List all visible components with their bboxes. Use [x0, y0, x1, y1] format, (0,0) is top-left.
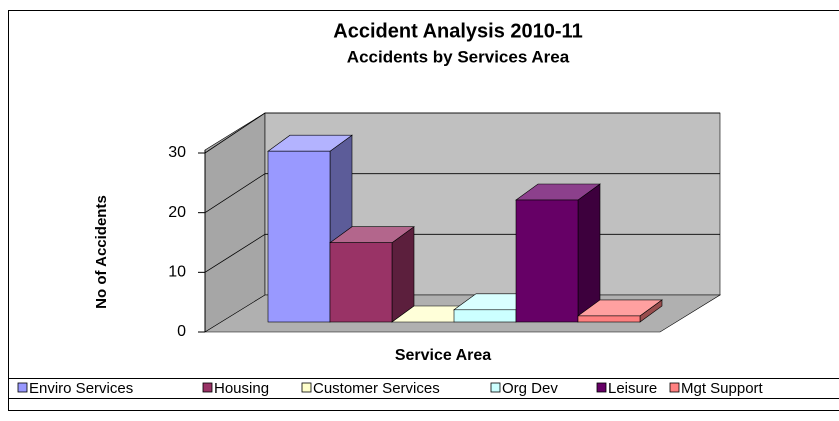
legend-swatch: [596, 382, 607, 393]
legend-swatch: [669, 382, 680, 393]
legend-label: Customer Services: [313, 380, 440, 397]
grid-line: [204, 233, 266, 273]
grid-line: [204, 112, 266, 154]
legend-label: Leisure: [608, 380, 657, 397]
y-tick-label: 0: [177, 323, 186, 340]
legend-label: Mgt Support: [681, 380, 764, 397]
legend-label: Org Dev: [502, 380, 558, 397]
y-tick-label: 30: [168, 144, 186, 161]
legend-swatch: [202, 382, 213, 393]
chart-subtitle: Accidents by Services Area: [347, 47, 570, 66]
legend-label: Housing: [214, 380, 269, 397]
bar: [577, 315, 641, 323]
legend-swatch: [490, 382, 501, 393]
grid-line: [204, 173, 266, 214]
legend-label: Enviro Services: [29, 380, 133, 397]
y-axis-label: No of Accidents: [93, 195, 110, 309]
bar: [267, 150, 331, 323]
bar: [329, 242, 393, 323]
y-tick-label: 10: [168, 264, 186, 281]
bar-side: [391, 226, 415, 323]
bar: [515, 199, 579, 323]
legend-swatch: [301, 382, 312, 393]
y-tick-label: 20: [168, 204, 186, 221]
bar: [453, 309, 517, 323]
legend: [8, 378, 839, 399]
legend-swatch: [17, 382, 28, 393]
chart-title: Accident Analysis 2010-11: [333, 20, 582, 42]
side-wall: [204, 112, 266, 333]
x-axis-label: Service Area: [395, 347, 491, 364]
bar-side: [577, 183, 601, 323]
